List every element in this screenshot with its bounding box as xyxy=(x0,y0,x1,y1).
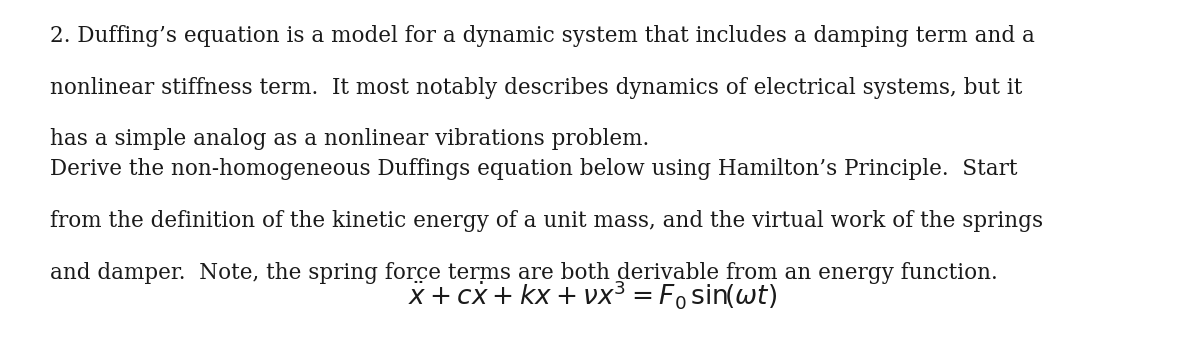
Text: from the definition of the kinetic energy of a unit mass, and the virtual work o: from the definition of the kinetic energ… xyxy=(50,210,1043,232)
Text: and damper.  Note, the spring force terms are both derivable from an energy func: and damper. Note, the spring force terms… xyxy=(50,262,998,284)
Text: $\ddot{x}+c\dot{x}+kx+\nu x^3 = F_0\,\mathrm{sin}\!\left(\omega t\right)$: $\ddot{x}+c\dot{x}+kx+\nu x^3 = F_0\,\ma… xyxy=(408,278,777,311)
Text: nonlinear stiffness term.  It most notably describes dynamics of electrical syst: nonlinear stiffness term. It most notabl… xyxy=(50,77,1023,99)
Text: has a simple analog as a nonlinear vibrations problem.: has a simple analog as a nonlinear vibra… xyxy=(50,128,649,151)
Text: Derive the non-homogeneous Duffings equation below using Hamilton’s Principle.  : Derive the non-homogeneous Duffings equa… xyxy=(50,158,1017,180)
Text: 2. Duffing’s equation is a model for a dynamic system that includes a damping te: 2. Duffing’s equation is a model for a d… xyxy=(50,25,1035,47)
